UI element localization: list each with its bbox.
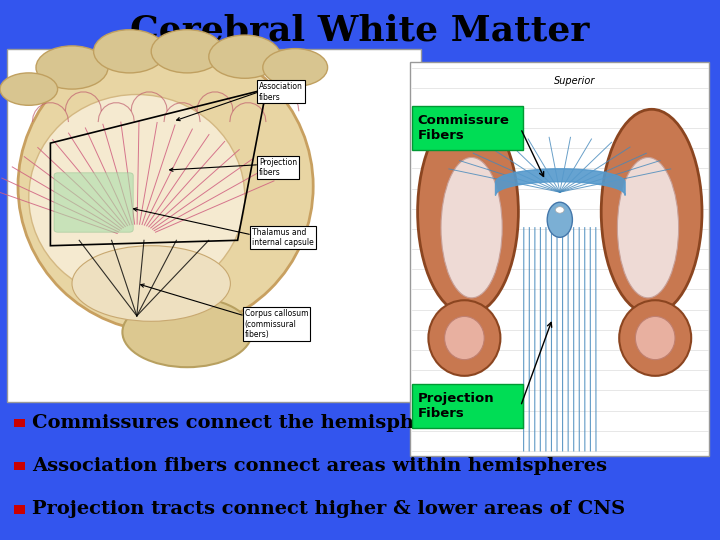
Text: Commissures connect the hemispheres: Commissures connect the hemispheres	[32, 414, 460, 432]
Ellipse shape	[94, 30, 166, 73]
Bar	[14, 419, 25, 427]
Ellipse shape	[555, 207, 564, 213]
FancyBboxPatch shape	[412, 106, 523, 150]
Bar	[14, 462, 25, 470]
Text: Corpus callosum
(commissural
fibers): Corpus callosum (commissural fibers)	[245, 309, 308, 339]
Ellipse shape	[209, 35, 281, 78]
Text: Association
fibers: Association fibers	[259, 82, 303, 102]
Ellipse shape	[29, 94, 245, 300]
Ellipse shape	[263, 49, 328, 86]
Ellipse shape	[151, 30, 223, 73]
Ellipse shape	[0, 73, 58, 105]
Ellipse shape	[601, 109, 702, 314]
FancyBboxPatch shape	[410, 62, 709, 456]
Ellipse shape	[36, 46, 108, 89]
Ellipse shape	[441, 158, 503, 298]
Text: Cerebral White Matter: Cerebral White Matter	[130, 14, 590, 48]
FancyBboxPatch shape	[412, 384, 523, 428]
Ellipse shape	[122, 297, 252, 367]
Ellipse shape	[418, 109, 518, 314]
Text: Superior: Superior	[554, 76, 595, 86]
Bar	[14, 505, 25, 514]
Ellipse shape	[72, 246, 230, 321]
FancyBboxPatch shape	[7, 49, 421, 402]
Text: Commissure
Fibers: Commissure Fibers	[418, 114, 510, 142]
Text: Thalamus and
internal capsule: Thalamus and internal capsule	[252, 228, 314, 247]
Text: Projection
Fibers: Projection Fibers	[418, 393, 494, 420]
Ellipse shape	[619, 300, 691, 376]
FancyBboxPatch shape	[54, 173, 133, 232]
Ellipse shape	[617, 158, 678, 298]
Text: Projection
fibers: Projection fibers	[259, 158, 297, 177]
Ellipse shape	[547, 202, 572, 238]
Text: Association fibers connect areas within hemispheres: Association fibers connect areas within …	[32, 457, 608, 475]
Ellipse shape	[635, 316, 675, 360]
Ellipse shape	[18, 40, 313, 332]
Text: Projection tracts connect higher & lower areas of CNS: Projection tracts connect higher & lower…	[32, 500, 626, 518]
Ellipse shape	[444, 316, 484, 360]
Ellipse shape	[428, 300, 500, 376]
